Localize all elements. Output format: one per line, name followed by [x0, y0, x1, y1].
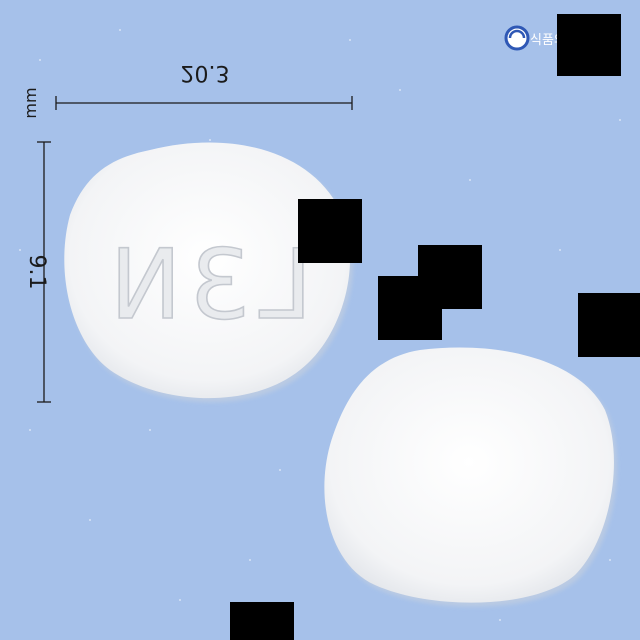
- width-label: 20.3: [181, 60, 230, 85]
- redaction-block: [378, 276, 442, 340]
- height-measure: [37, 141, 51, 403]
- pill-front: L3N: [64, 142, 354, 403]
- width-measure: [55, 96, 353, 110]
- redaction-block: [230, 602, 294, 640]
- pill-back: [324, 347, 617, 607]
- unit-label: mm: [21, 87, 40, 118]
- redaction-blocks: [230, 14, 640, 640]
- redaction-block: [578, 293, 640, 357]
- pill-imprint: L3N: [102, 229, 312, 341]
- redaction-block: [557, 14, 621, 76]
- redaction-block: [298, 199, 362, 263]
- height-label: 9.1: [24, 255, 49, 290]
- background-speckle: [19, 29, 621, 621]
